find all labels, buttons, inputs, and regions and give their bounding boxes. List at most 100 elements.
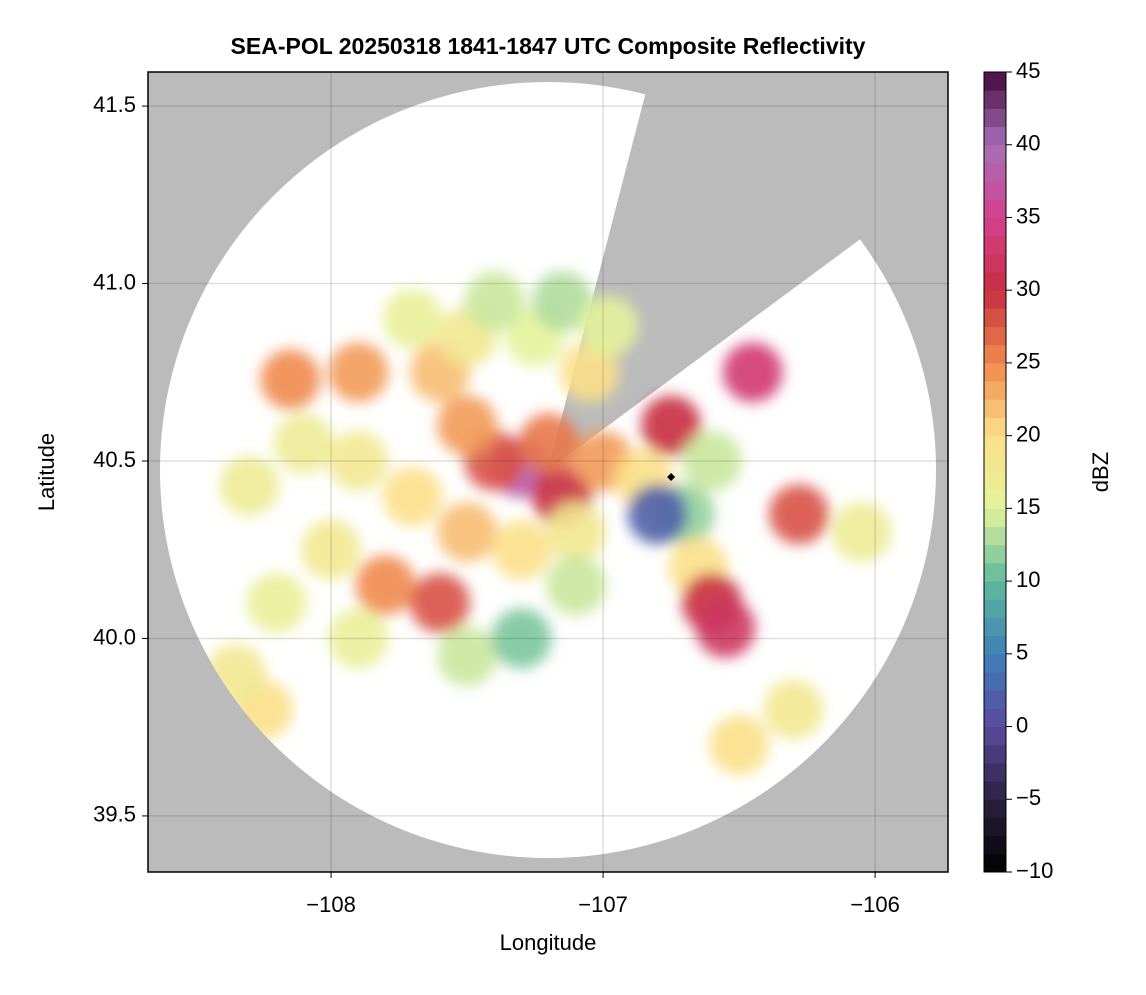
- colorbar-step: [984, 362, 1006, 382]
- echo-cell: [545, 555, 606, 616]
- colorbar-step: [984, 781, 1006, 800]
- y-tick-label: 41.5: [93, 92, 136, 117]
- echo-cell: [559, 342, 620, 403]
- echo-cell: [491, 608, 552, 669]
- colorbar-tick-label: 25: [1016, 349, 1040, 374]
- grid: [148, 72, 948, 872]
- echo-cell: [491, 519, 552, 580]
- colorbar-step: [984, 817, 1006, 837]
- echo-cell: [437, 395, 498, 456]
- blocked-sector: [548, 72, 948, 470]
- colorbar-tick-label: 35: [1016, 203, 1040, 228]
- echo-cell: [328, 430, 389, 491]
- echo-cell: [382, 466, 443, 527]
- colorbar-tick-label: 5: [1016, 640, 1028, 665]
- colorbar-step: [984, 562, 1006, 582]
- colorbar-tick-label: 30: [1016, 276, 1040, 301]
- echo-cell: [382, 289, 443, 350]
- colorbar-step: [984, 399, 1006, 418]
- colorbar-step: [984, 526, 1006, 546]
- echo-cell: [695, 597, 756, 658]
- colorbar-tick-label: 10: [1016, 567, 1040, 592]
- colorbar-tick-label: 15: [1016, 494, 1040, 519]
- echo-cell: [768, 484, 829, 545]
- echo-cell: [328, 342, 389, 403]
- colorbar-step: [984, 90, 1006, 109]
- x-tick-label: −107: [578, 892, 628, 917]
- colorbar-frame: [983, 71, 1007, 873]
- echo-cell: [301, 519, 362, 580]
- colorbar-label: dBZ: [1088, 452, 1113, 492]
- x-axis-label: Longitude: [500, 930, 597, 955]
- colorbar-step: [984, 344, 1006, 364]
- colorbar-step: [984, 744, 1006, 764]
- colorbar-step: [984, 181, 1006, 200]
- colorbar-step: [984, 726, 1006, 746]
- radar-marker: [667, 472, 676, 481]
- colorbar-step: [984, 199, 1006, 218]
- colorbar-step: [984, 326, 1006, 346]
- colorbar-tick-label: −5: [1016, 785, 1041, 810]
- echo-cell: [437, 501, 498, 562]
- colorbar: −10 −5 0 5 10 15 20 25 30 35 40 45: [983, 58, 1053, 883]
- colorbar-step: [984, 417, 1006, 437]
- colorbar-tick-label: −10: [1016, 858, 1053, 883]
- echo-cell: [578, 296, 639, 357]
- y-tick-label: 41.0: [93, 269, 136, 294]
- x-tick-label: −108: [306, 892, 356, 917]
- echo-cell: [246, 572, 307, 633]
- echo-cell: [518, 413, 579, 474]
- echo-cell: [681, 430, 742, 491]
- x-tick-label: −106: [850, 892, 900, 917]
- echo-cell: [437, 626, 498, 687]
- echo-cell: [409, 572, 470, 633]
- colorbar-step: [984, 162, 1006, 182]
- colorbar-step: [984, 762, 1006, 782]
- colorbar-tick-label: 0: [1016, 712, 1028, 737]
- echo-cell: [831, 501, 892, 562]
- colorbar-step: [984, 853, 1006, 873]
- echo-cell: [532, 271, 593, 332]
- colorbar-step: [984, 799, 1006, 818]
- echo-cell: [260, 349, 321, 410]
- echo-cell: [763, 679, 824, 740]
- colorbar-step: [984, 253, 1006, 273]
- colorbar-step: [984, 435, 1006, 455]
- colorbar-step: [984, 217, 1006, 237]
- colorbar-step: [984, 490, 1006, 509]
- colorbar-tick-label: 45: [1016, 58, 1040, 83]
- colorbar-step: [984, 653, 1006, 673]
- colorbar-step: [984, 272, 1006, 291]
- echo-cell: [627, 484, 688, 545]
- echo-cell: [545, 501, 606, 562]
- colorbar-tick-label: 20: [1016, 421, 1040, 446]
- echoes: [205, 271, 892, 775]
- colorbar-step: [984, 144, 1006, 164]
- colorbar-step: [984, 235, 1006, 255]
- echo-cell: [722, 342, 783, 403]
- colorbar-step: [984, 108, 1006, 128]
- colorbar-step: [984, 472, 1006, 491]
- chart-title: SEA-POL 20250318 1841-1847 UTC Composite…: [231, 33, 866, 59]
- colorbar-step: [984, 126, 1006, 146]
- y-tick-label: 39.5: [93, 802, 136, 827]
- echo-cell: [219, 455, 280, 516]
- colorbar-step: [984, 581, 1006, 600]
- colorbar-step: [984, 381, 1006, 400]
- colorbar-step: [984, 508, 1006, 528]
- y-axis-label: Latitude: [34, 433, 59, 511]
- echo-cell: [709, 714, 770, 775]
- y-tick-label: 40.0: [93, 624, 136, 649]
- echo-cell: [328, 608, 389, 669]
- colorbar-step: [984, 617, 1006, 637]
- colorbar-tick-label: 40: [1016, 131, 1040, 156]
- colorbar-step: [984, 690, 1006, 709]
- colorbar-step: [984, 835, 1006, 855]
- echo-cell: [273, 413, 334, 474]
- colorbar-step: [984, 72, 1006, 91]
- colorbar-step: [984, 453, 1006, 473]
- colorbar-step: [984, 672, 1006, 691]
- colorbar-step: [984, 708, 1006, 728]
- colorbar-step: [984, 290, 1006, 309]
